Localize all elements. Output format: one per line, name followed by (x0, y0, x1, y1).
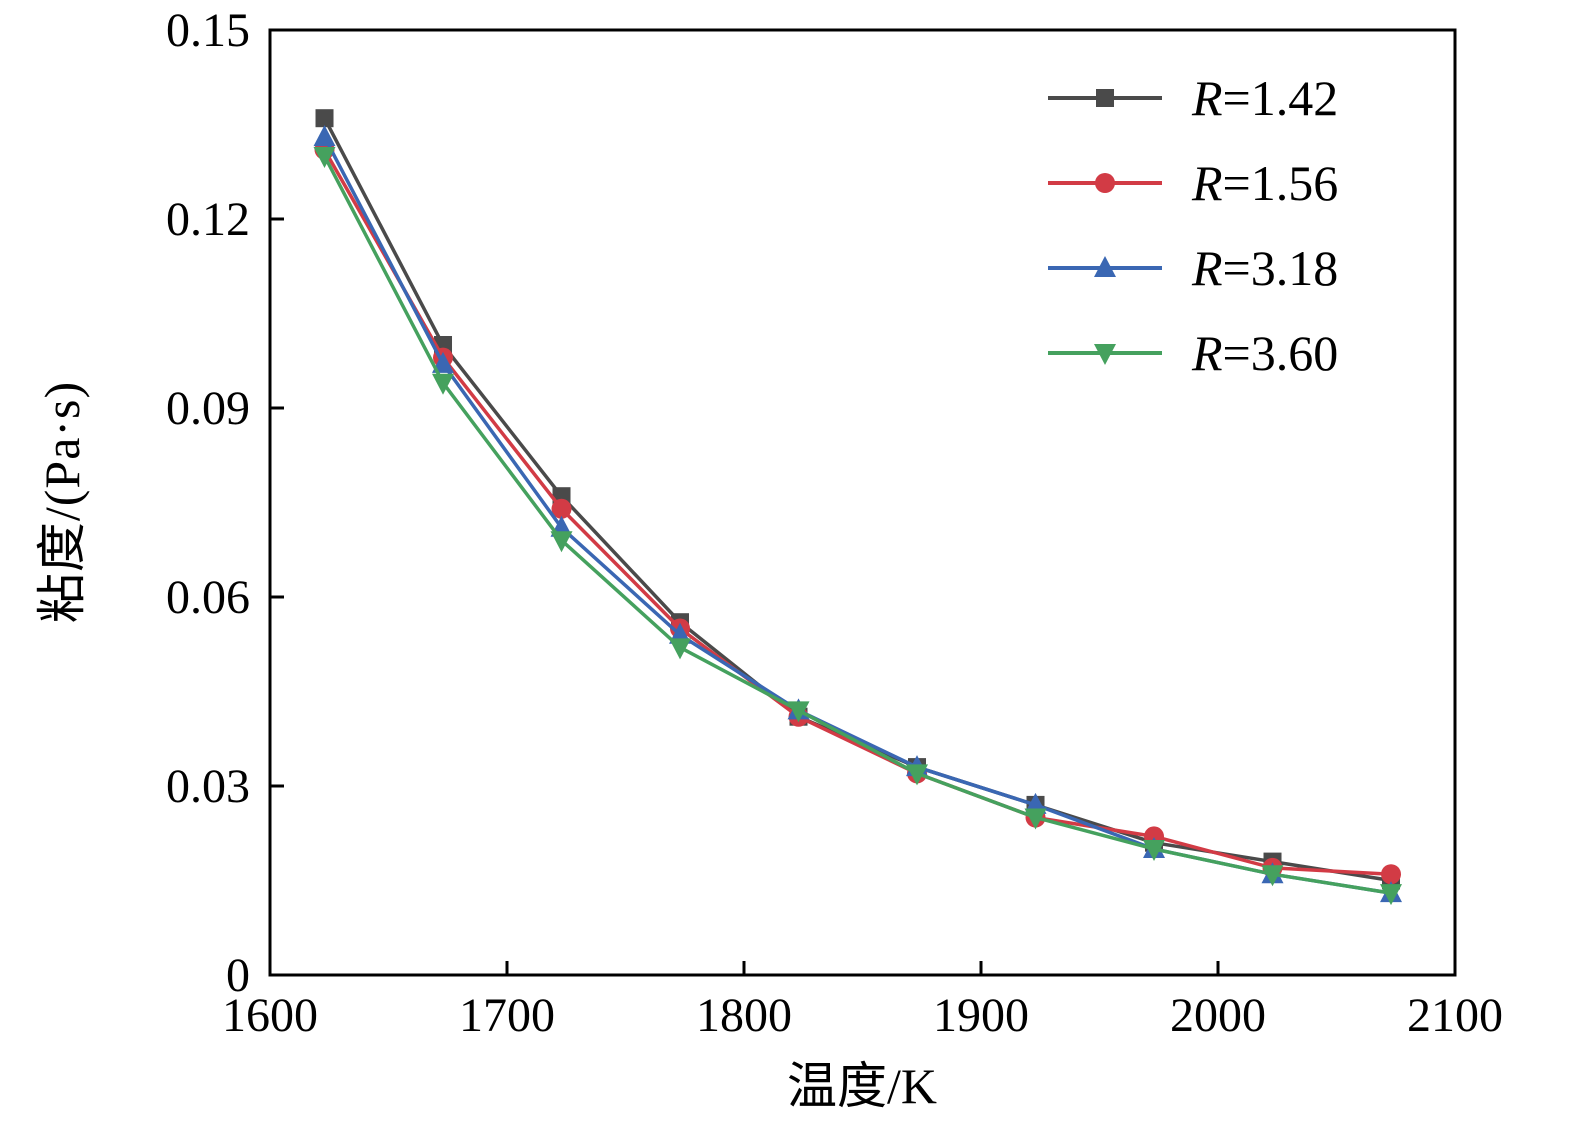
plot-frame (268, 28, 1457, 977)
series-marker-2 (313, 125, 336, 147)
series-marker-3 (1143, 840, 1166, 861)
series-marker-3 (1024, 808, 1047, 830)
legend-entry-0: R=1.42 (1048, 70, 1338, 126)
x-tick-label: 2000 (1170, 989, 1266, 1042)
series-marker-3 (313, 147, 336, 168)
x-tick-label: 1900 (933, 989, 1029, 1042)
series-marker-3 (669, 638, 692, 660)
y-tick-label: 0 (226, 949, 250, 1002)
series-marker-0 (315, 109, 334, 128)
series-3 (313, 147, 1403, 906)
legend-label: R=3.18 (1191, 240, 1338, 296)
series-marker-1 (1381, 864, 1402, 885)
legend-marker (1096, 89, 1114, 107)
series-line-1 (322, 148, 1392, 876)
y-tick-label: 0.15 (166, 4, 250, 57)
x-axis-label: 温度/K (787, 1058, 937, 1114)
legend-label: R=3.60 (1191, 325, 1338, 381)
series-0 (315, 109, 1401, 890)
legend-entry-2: R=3.18 (1048, 240, 1338, 296)
x-tick-label: 1800 (696, 989, 792, 1042)
series-marker-2 (432, 351, 455, 373)
legend-marker (1094, 344, 1116, 365)
legend-label: R=1.42 (1191, 70, 1338, 126)
series-marker-1 (551, 498, 572, 519)
x-tick-label: 1600 (222, 989, 318, 1042)
legend-entry-3: R=3.60 (1048, 325, 1338, 381)
legend-marker (1095, 173, 1115, 193)
y-tick-label: 0.12 (166, 193, 250, 246)
y-tick-label: 0.06 (166, 571, 250, 624)
x-tick-label: 1700 (459, 989, 555, 1042)
legend-entry-1: R=1.56 (1048, 155, 1338, 211)
legend-label: R=1.56 (1191, 155, 1338, 211)
series-marker-3 (1380, 884, 1403, 906)
series-marker-3 (1261, 865, 1284, 887)
y-axis-label: 粘度/(Pa·s) (34, 380, 90, 624)
series-marker-3 (787, 701, 810, 723)
series-marker-3 (906, 764, 929, 786)
series-line-3 (322, 155, 1392, 895)
y-tick-label: 0.09 (166, 382, 250, 435)
legend: R=1.42 R=1.56 R=3.18 R=3.60 (1048, 70, 1338, 381)
y-tick-label: 0.03 (166, 760, 250, 813)
series-line-0 (322, 117, 1392, 883)
x-tick-label: 2100 (1407, 989, 1503, 1042)
legend-marker (1094, 256, 1116, 277)
series-marker-3 (432, 373, 455, 395)
series-marker-3 (550, 531, 573, 553)
